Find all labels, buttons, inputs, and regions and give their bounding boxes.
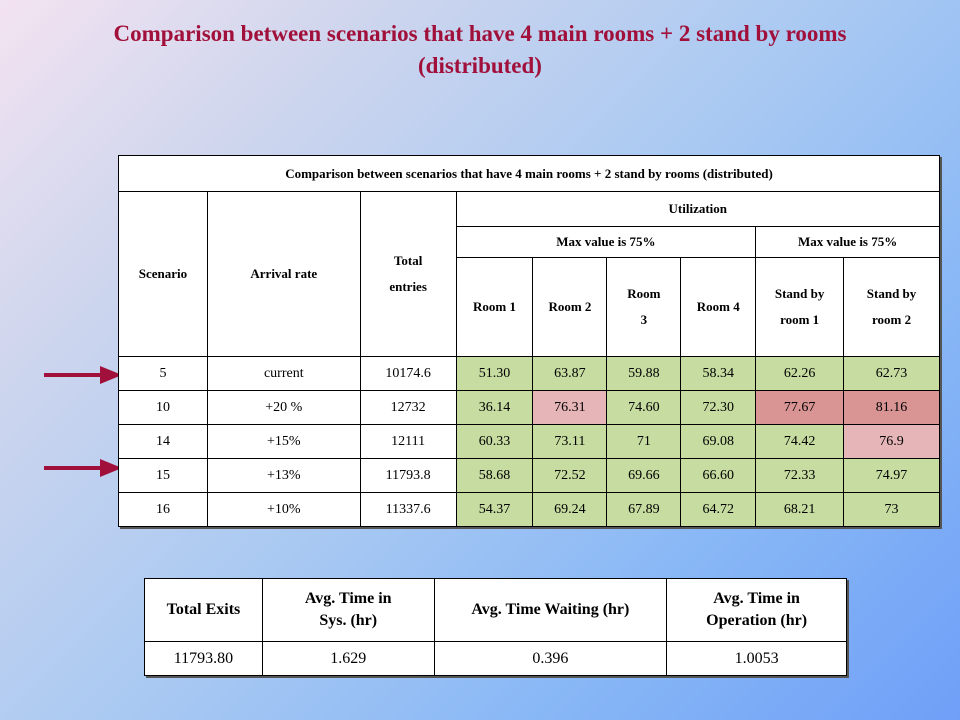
page-title: Comparison between scenarios that have 4… xyxy=(0,18,960,82)
page-title-line2: (distributed) xyxy=(418,53,542,78)
header-room4: Room 4 xyxy=(680,257,757,357)
header-total-entries: Total entries xyxy=(359,191,457,357)
summary-table: Total Exits Avg. Time in Sys. (hr) Avg. … xyxy=(144,578,847,676)
header-max-value-main: Max value is 75% xyxy=(455,226,757,258)
header-scenario: Scenario xyxy=(118,191,208,357)
header-total-exits: Total Exits xyxy=(144,578,263,642)
value-avg-time-waiting: 0.396 xyxy=(433,641,668,676)
table-row: 5 current 10174.6 51.30 63.87 59.88 58.3… xyxy=(118,356,940,391)
table-row: 11793.80 1.629 0.396 1.0053 xyxy=(144,641,847,676)
table-caption: Comparison between scenarios that have 4… xyxy=(118,155,940,192)
header-avg-time-operation: Avg. Time in Operation (hr) xyxy=(666,578,847,642)
arrow-right-icon xyxy=(44,459,122,477)
header-room1: Room 1 xyxy=(455,257,534,357)
table-row: 15 +13% 11793.8 58.68 72.52 69.66 66.60 … xyxy=(118,458,940,493)
header-max-value-standby: Max value is 75% xyxy=(755,226,940,258)
header-standby-room1: Stand by room 1 xyxy=(755,257,845,357)
table-row: 14 +15% 12111 60.33 73.11 71 69.08 74.42… xyxy=(118,424,940,459)
header-utilization: Utilization xyxy=(455,191,941,227)
header-room2: Room 2 xyxy=(532,257,608,357)
table-row: 16 +10% 11337.6 54.37 69.24 67.89 64.72 … xyxy=(118,492,940,527)
table-row: 10 +20 % 12732 36.14 76.31 74.60 72.30 7… xyxy=(118,390,940,425)
scenario-comparison-table: Comparison between scenarios that have 4… xyxy=(118,155,941,527)
value-avg-time-operation: 1.0053 xyxy=(666,641,847,676)
header-avg-time-waiting: Avg. Time Waiting (hr) xyxy=(433,578,668,642)
header-avg-time-sys: Avg. Time in Sys. (hr) xyxy=(261,578,435,642)
header-arrival-rate: Arrival rate xyxy=(206,191,361,357)
arrow-right-icon xyxy=(44,366,122,384)
header-standby-room2: Stand by room 2 xyxy=(843,257,940,357)
header-room3: Room 3 xyxy=(606,257,682,357)
value-total-exits: 11793.80 xyxy=(144,641,263,676)
page-title-line1: Comparison between scenarios that have 4… xyxy=(113,21,847,46)
value-avg-time-sys: 1.629 xyxy=(261,641,435,676)
